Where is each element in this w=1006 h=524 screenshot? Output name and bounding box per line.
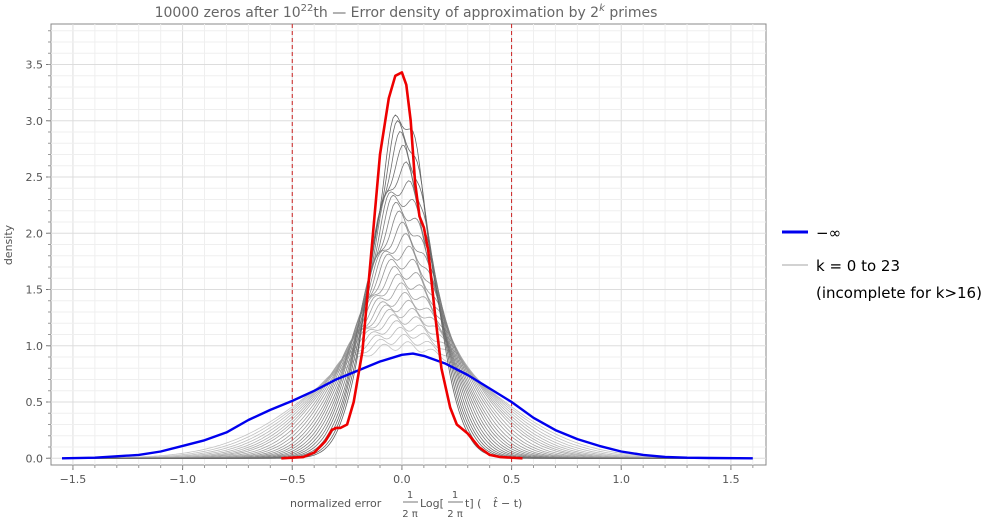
x-tick-label: −0.5	[279, 473, 306, 486]
reference-lines	[291, 24, 513, 465]
x-tick-label: −1.5	[60, 473, 87, 486]
gray-curve-k2	[62, 326, 751, 459]
gray-curve-k7	[62, 292, 751, 459]
legend-label-minus-infinity: −∞	[816, 224, 841, 242]
svg-text:1: 1	[407, 490, 413, 501]
svg-text:Log[: Log[	[420, 497, 444, 510]
gray-curve-k3	[62, 320, 751, 459]
y-tick-label: 3.0	[26, 115, 44, 128]
y-tick-label: 2.5	[26, 171, 44, 184]
y-tick-label: 0.0	[26, 452, 44, 465]
legend-label-incomplete: (incomplete for k>16)	[816, 284, 982, 302]
gray-curve-k21	[62, 130, 751, 459]
x-tick-label: 1.5	[722, 473, 740, 486]
svg-text:− t): − t)	[501, 497, 522, 510]
y-tick-label: 1.5	[26, 284, 44, 297]
legend-label-k-range: k = 0 to 23	[816, 257, 900, 275]
y-tick-label: 3.5	[26, 59, 44, 72]
x-axis-ticks: −1.5 −1.0 −0.5 0.0 0.5 1.0 1.5	[60, 465, 754, 486]
svg-text:2 π: 2 π	[402, 509, 418, 520]
series-line-minus-infinity	[61, 352, 753, 460]
gray-curve-k4	[62, 314, 751, 459]
legend: −∞ k = 0 to 23 (incomplete for k>16)	[782, 224, 982, 302]
gray-curve-k20	[62, 145, 751, 459]
svg-text:t] (: t] (	[465, 497, 481, 510]
gray-curves	[61, 114, 751, 459]
y-axis-ticks: 0.0 0.5 1.0 1.5 2.0 2.5 3.0 3.5	[26, 30, 51, 465]
x-tick-label: 0.0	[393, 473, 411, 486]
y-tick-label: 1.0	[26, 340, 44, 353]
gray-curve-k19	[62, 161, 751, 459]
x-tick-label: 1.0	[612, 473, 630, 486]
y-tick-label: 0.5	[26, 396, 44, 409]
gray-curve-k17	[62, 194, 751, 459]
gray-curve-k14	[62, 221, 751, 459]
x-tick-label: −1.0	[169, 473, 196, 486]
chart-title: 10000 zeros after 1022th — Error density…	[155, 3, 658, 21]
svg-text:t̂: t̂	[493, 497, 498, 510]
gray-curve-k1	[62, 333, 751, 459]
gray-curve-k0	[62, 341, 751, 459]
x-tick-label: 0.5	[503, 473, 521, 486]
y-axis-title: density	[2, 224, 15, 265]
gray-curve-k23	[62, 114, 751, 459]
gray-curve-k8	[62, 282, 751, 459]
svg-text:2 π: 2 π	[447, 509, 463, 520]
main-curves	[61, 71, 753, 460]
grid-lines	[51, 24, 766, 465]
series-line-red	[281, 71, 523, 460]
svg-text:1: 1	[452, 490, 458, 501]
y-tick-label: 2.0	[26, 227, 44, 240]
svg-text:normalized error: normalized error	[290, 497, 382, 510]
gray-curve-k10	[62, 266, 751, 459]
x-axis-title: normalized error 1 2 π Log[ 1 2 π t] ( t…	[290, 490, 522, 520]
